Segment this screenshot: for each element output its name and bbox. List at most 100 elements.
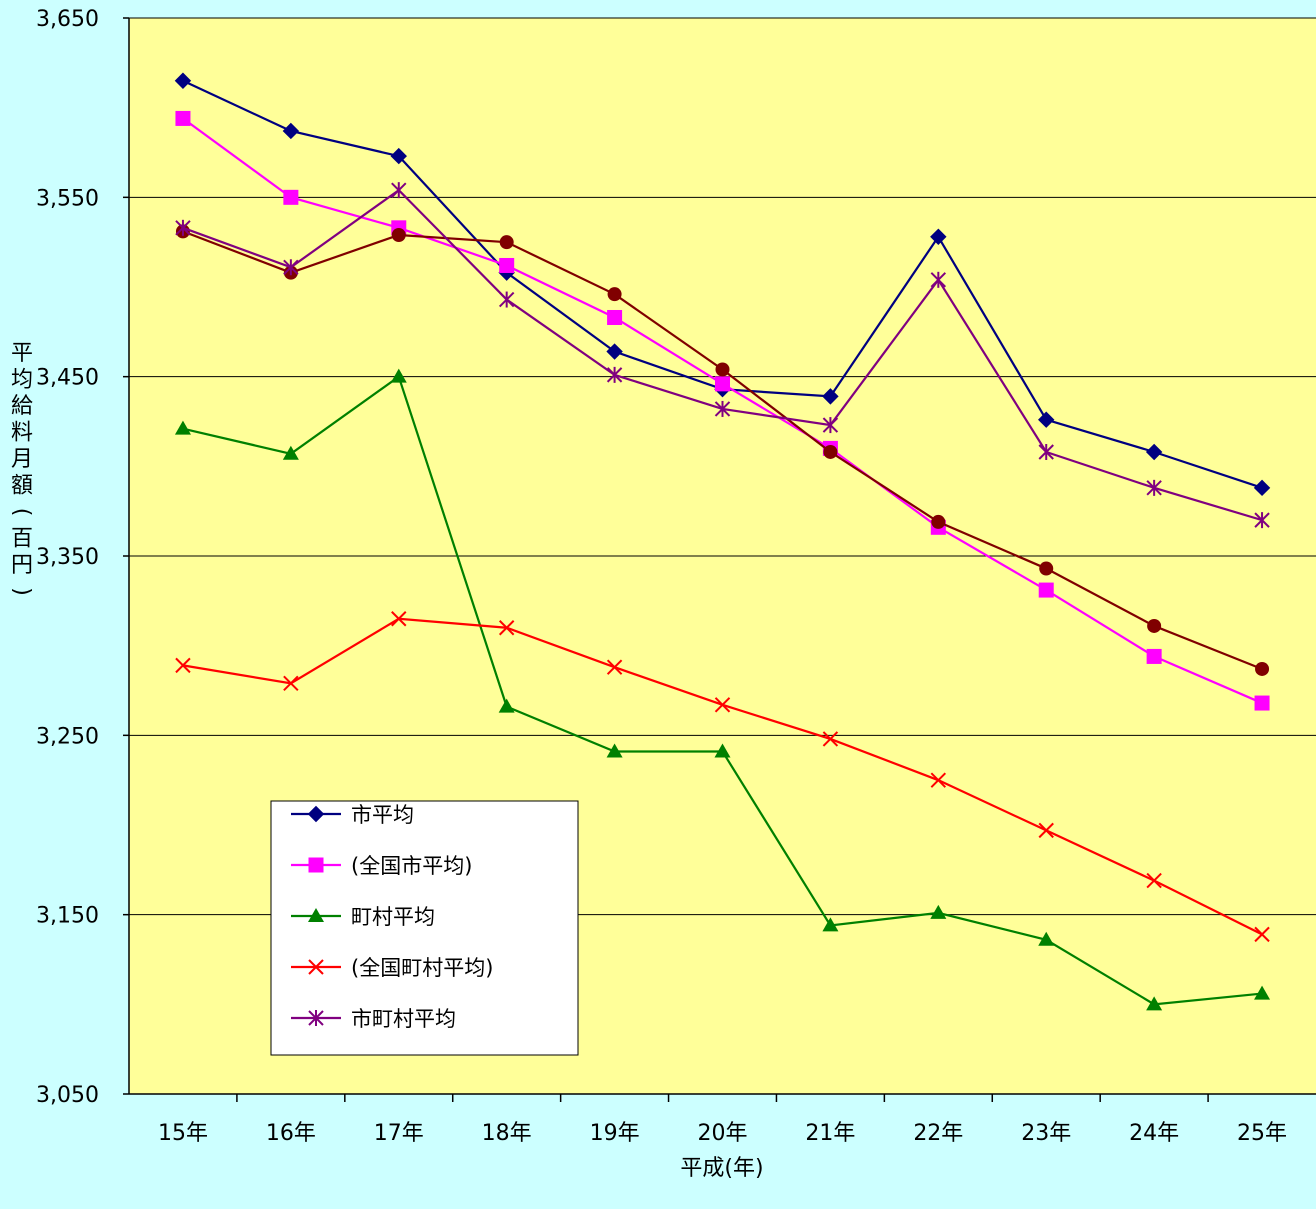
y-tick-label: 3,150 <box>36 904 99 929</box>
x-marker-stroke <box>1146 872 1162 889</box>
y-axis-title-char: 平 <box>11 341 33 366</box>
x-tick-label: 22年 <box>913 1121 963 1146</box>
x-tick-label: 18年 <box>482 1121 532 1146</box>
data-point <box>1038 443 1054 460</box>
data-point <box>930 228 947 245</box>
data-point <box>283 675 299 692</box>
x-marker-stroke <box>1254 926 1270 943</box>
y-axis-title-char: 給 <box>11 394 33 419</box>
x-axis-title: 平成(年) <box>680 1156 763 1181</box>
data-point <box>282 122 300 140</box>
data-point <box>1146 648 1162 664</box>
legend-label: 市平均 <box>351 803 414 827</box>
legend-item: (全国町村平均) <box>291 956 493 980</box>
legend-marker <box>307 805 325 823</box>
y-axis-title-char: 月 <box>11 447 33 472</box>
x-marker-stroke <box>498 620 515 636</box>
data-point <box>822 388 839 405</box>
x-marker-stroke <box>822 731 839 747</box>
data-point <box>498 698 515 713</box>
y-tick-label: 3,550 <box>36 186 99 211</box>
data-point <box>607 309 623 325</box>
legend-item: (全国市平均) <box>291 854 472 878</box>
series-group <box>174 72 1271 1011</box>
data-point <box>1145 443 1163 461</box>
data-point <box>607 287 622 302</box>
legend-item: 市町村平均 <box>291 1007 456 1031</box>
data-point <box>390 147 407 165</box>
x-marker-stroke <box>308 959 324 975</box>
data-point <box>1254 926 1270 943</box>
x-marker-stroke <box>391 611 407 627</box>
x-marker-stroke <box>1038 822 1054 839</box>
data-point <box>715 362 730 377</box>
y-tick-label: 3,250 <box>36 724 99 749</box>
y-axis-title-char: 均 <box>11 368 33 393</box>
legend: 市平均 (全国市平均) 町村平均 (全国町村平均) 市町村平均 <box>270 800 579 1056</box>
data-point <box>1038 931 1055 946</box>
legend-item: 町村平均 <box>291 905 435 929</box>
data-point <box>931 514 946 529</box>
data-point <box>714 400 731 417</box>
legend-marker <box>308 857 324 873</box>
series-5 <box>175 611 1270 943</box>
x-marker-stroke <box>175 657 191 674</box>
data-point <box>714 743 731 758</box>
y-axis-title-char: 額 <box>11 474 33 499</box>
legend-item: 市平均 <box>291 803 414 827</box>
data-point <box>175 110 191 126</box>
y-axis-title-char: 料 <box>11 421 33 446</box>
data-point <box>1255 661 1270 676</box>
data-point <box>606 343 623 360</box>
data-point <box>175 219 191 236</box>
y-axis-title-char: 円 <box>11 553 33 578</box>
data-point <box>390 368 407 383</box>
data-point <box>823 444 838 459</box>
data-point <box>283 259 299 276</box>
data-point <box>499 235 514 250</box>
data-point <box>1147 618 1162 633</box>
data-point <box>175 657 191 674</box>
x-tick-label: 15年 <box>158 1121 208 1146</box>
data-point <box>715 376 730 392</box>
data-point <box>1254 985 1271 1000</box>
data-point <box>1146 996 1163 1011</box>
data-point <box>498 620 515 636</box>
data-point <box>283 189 299 205</box>
y-tick-label: 3,350 <box>36 545 99 570</box>
data-point <box>1254 695 1270 711</box>
y-tick-label: 3,450 <box>36 366 99 391</box>
x-tick-label: 25年 <box>1237 1121 1287 1146</box>
data-point <box>606 743 623 758</box>
data-point <box>391 611 407 627</box>
legend-label: (全国市平均) <box>351 854 472 878</box>
series-3 <box>175 224 1270 676</box>
data-point <box>498 291 515 308</box>
y-tick-label: 3,050 <box>36 1083 99 1108</box>
data-point <box>1038 411 1055 428</box>
legend-marker <box>308 908 324 922</box>
data-point <box>606 366 623 383</box>
data-point <box>1253 479 1271 497</box>
legend-marker <box>308 1010 324 1026</box>
x-tick-label: 23年 <box>1021 1121 1071 1146</box>
data-point <box>930 271 947 288</box>
axes: 3,050 3,150 3,250 3,350 3,450 3,550 3,650 15年 16… <box>36 7 1316 1146</box>
x-tick-label: 19年 <box>590 1121 640 1146</box>
legend-label: 市町村平均 <box>351 1007 456 1031</box>
data-point <box>174 72 192 89</box>
series-4 <box>174 368 1271 1011</box>
data-point <box>1038 582 1054 598</box>
data-point <box>391 182 407 199</box>
x-tick-label: 21年 <box>805 1121 855 1146</box>
x-tick-label: 20年 <box>698 1121 748 1146</box>
data-point <box>930 772 947 788</box>
data-point <box>1146 479 1162 496</box>
legend-label: 町村平均 <box>351 905 435 929</box>
x-marker-stroke <box>283 675 299 692</box>
data-point <box>1039 561 1054 576</box>
legend-marker <box>308 959 324 975</box>
